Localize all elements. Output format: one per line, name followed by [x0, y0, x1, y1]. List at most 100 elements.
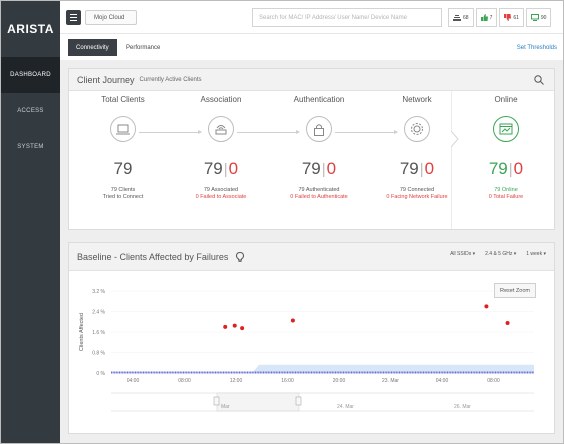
x-tick-label: 20:00	[333, 378, 346, 384]
stage-title: Network	[402, 95, 432, 104]
stage-count: 79	[113, 159, 133, 178]
stage-title: Association	[200, 95, 242, 104]
online-divider	[451, 91, 459, 230]
sidebar-item-access[interactable]: ACCESS	[17, 108, 44, 114]
stage-online[interactable]: Online 79|0 79 Online 0 Total Failure	[457, 95, 555, 201]
good-clients-badge[interactable]: 7	[475, 8, 498, 27]
x-tick-label: 12:00	[230, 378, 243, 384]
x-tick-label: 04:00	[127, 378, 140, 384]
chevron-down-icon: ▾	[472, 251, 476, 257]
data-point	[240, 326, 245, 331]
x-tick-label: 16:00	[281, 378, 294, 384]
sidebar: ARISTA DASHBOARD ACCESS SYSTEM	[1, 1, 60, 443]
stage-desc-line1: 79 Associated	[203, 187, 239, 193]
client-journey-panel: Client Journey Currently Active Clients …	[68, 68, 555, 230]
gear-icon	[404, 116, 430, 142]
baseline-chart: 3.2 % 2.4 % 1.6 % 0.8 % 0 % Clients Affected 0…	[79, 289, 534, 412]
x-tick-label: 08:00	[487, 378, 500, 384]
journey-arrow	[139, 130, 202, 134]
stage-title: Online	[494, 95, 518, 104]
y-tick-label: 1.6 %	[92, 330, 105, 336]
reset-zoom-button[interactable]: Reset Zoom	[494, 283, 536, 298]
navigator-handle-right	[295, 396, 302, 406]
stage-total-clients[interactable]: Total Clients 79 79 Clients Tried to Con…	[73, 95, 173, 201]
navigator-handle-left	[213, 396, 220, 406]
band-filter-dropdown[interactable]: 2.4 & 5 GHz ▾	[485, 251, 517, 257]
stage-fail-count: 0	[326, 159, 337, 178]
brand-logo: ARISTA	[7, 22, 54, 36]
x-tick-label: 08:00	[178, 378, 191, 384]
panel-subtitle: Currently Active Clients	[139, 76, 202, 83]
journey-arrow	[335, 130, 398, 134]
thumbs-down-icon	[504, 14, 512, 21]
stage-desc-line2: 0 Facing Network Failure	[386, 194, 448, 200]
stage-title: Authentication	[293, 95, 345, 104]
stage-fail-count: 0	[228, 159, 239, 178]
stage-fail-count: 0	[513, 159, 524, 178]
stage-desc-line1: 79 Authenticated	[298, 187, 340, 193]
stage-count: 79	[203, 159, 223, 178]
stage-desc-line2: 0 Failed to Associate	[195, 194, 247, 200]
devices-badge[interactable]: 90	[525, 8, 552, 27]
thumbs-up-icon	[480, 14, 488, 21]
good-clients-count: 7	[489, 14, 493, 21]
navigator-label: 26. Mar	[454, 404, 471, 410]
stage-authentication[interactable]: Authentication 79|0 79 Authenticated 0 F…	[269, 95, 369, 201]
stage-count: 79	[301, 159, 321, 178]
stage-desc-line1: 79 Online	[494, 187, 518, 193]
baseline-band	[111, 364, 534, 373]
data-point	[232, 323, 237, 328]
search-icon[interactable]	[534, 75, 544, 85]
data-point	[290, 318, 295, 323]
sidebar-item-system[interactable]: SYSTEM	[17, 144, 44, 150]
data-point	[223, 324, 228, 329]
stage-desc-line1: 79 Connected	[399, 187, 435, 193]
stage-count: 79	[399, 159, 419, 178]
ssid-filter-dropdown[interactable]: All SSIDs ▾	[450, 251, 476, 257]
stage-count: 79	[488, 159, 508, 178]
sub-navigation: Connectivity Performance Set Thresholds	[60, 35, 563, 60]
range-filter-dropdown[interactable]: 1 week ▾	[526, 251, 546, 257]
set-thresholds-link[interactable]: Set Thresholds	[516, 45, 557, 51]
stage-desc-line2: 0 Total Failure	[488, 194, 524, 200]
search-input[interactable]: Search for MAC/ IP Address/ User Name/ D…	[252, 8, 442, 27]
main-content: Client Journey Currently Active Clients …	[60, 60, 563, 443]
tab-connectivity[interactable]: Connectivity	[68, 39, 117, 56]
chevron-down-icon: ▾	[543, 251, 546, 257]
panel-title: Baseline - Clients Affected by Failures	[77, 251, 229, 262]
y-tick-label: 3.2 %	[92, 289, 105, 295]
data-point	[484, 304, 489, 309]
navigator-label: Mar	[221, 404, 230, 410]
baseline-panel: Baseline - Clients Affected by Failures …	[68, 242, 555, 434]
baseline-header: Baseline - Clients Affected by Failures …	[69, 243, 554, 271]
status-badges: 68 7 61 90	[448, 8, 552, 27]
chevron-down-icon: ▾	[513, 251, 517, 257]
x-tick-label: 04:00	[436, 378, 449, 384]
wifi-icon	[453, 14, 461, 21]
stage-fail-count: 0	[424, 159, 435, 178]
browser-icon	[493, 116, 519, 142]
tab-performance[interactable]: Performance	[126, 44, 161, 51]
ap-count: 68	[463, 14, 469, 21]
stage-association[interactable]: Association 79|0 79 Associated 0 Failed …	[171, 95, 271, 201]
bad-clients-count: 61	[513, 14, 519, 21]
stage-desc-line2: 0 Failed to Authenticate	[290, 194, 348, 200]
ap-count-badge[interactable]: 68	[448, 8, 474, 27]
journey-arrow	[237, 130, 300, 134]
y-tick-label: 0.8 %	[92, 351, 105, 357]
hamburger-menu-button[interactable]	[66, 10, 81, 25]
client-journey-header: Client Journey Currently Active Clients	[69, 69, 554, 91]
stage-title: Total Clients	[101, 95, 145, 104]
bad-clients-badge[interactable]: 61	[499, 8, 524, 27]
baseline-filters: All SSIDs ▾ 2.4 & 5 GHz ▾ 1 week ▾	[450, 251, 546, 257]
x-tick-label: 23. Mar	[382, 378, 399, 384]
stage-network[interactable]: Network 79|0 79 Connected 0 Facing Netwo…	[367, 95, 467, 201]
lightbulb-icon[interactable]	[236, 251, 245, 262]
devices-count: 90	[540, 14, 547, 21]
stage-desc-line2: Tried to Connect	[102, 194, 144, 200]
laptop-icon	[110, 116, 136, 142]
breadcrumb[interactable]: Mojo Cloud	[85, 10, 138, 25]
sidebar-item-dashboard[interactable]: DASHBOARD	[1, 57, 60, 93]
y-tick-label: 2.4 %	[92, 310, 105, 316]
navigator-label: 24. Mar	[337, 404, 354, 410]
